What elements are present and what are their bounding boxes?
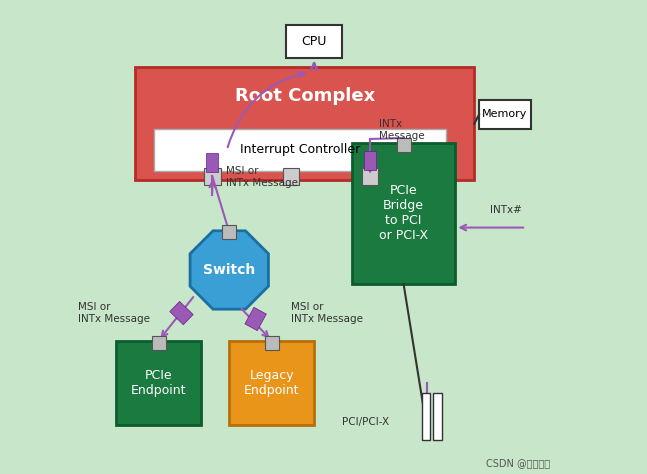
Bar (362, 168, 378, 185)
FancyBboxPatch shape (286, 25, 342, 58)
Bar (265, 336, 279, 350)
Bar (245, 307, 267, 331)
Bar (222, 225, 236, 239)
Bar (397, 138, 411, 152)
Bar (433, 392, 442, 439)
Text: CSDN @蓝天居士: CSDN @蓝天居士 (485, 458, 550, 468)
Bar (204, 168, 221, 185)
Text: MSI or
INTx Message: MSI or INTx Message (291, 302, 362, 324)
Text: CPU: CPU (302, 35, 327, 48)
FancyBboxPatch shape (154, 128, 446, 171)
Text: Interrupt Controller: Interrupt Controller (240, 143, 360, 156)
Bar (206, 153, 218, 172)
Bar (170, 301, 193, 325)
Text: INTx#: INTx# (490, 205, 521, 216)
Text: PCIe
Endpoint: PCIe Endpoint (131, 369, 186, 397)
Polygon shape (190, 231, 269, 309)
Text: Switch: Switch (203, 263, 256, 277)
Text: PCIe
Bridge
to PCI
or PCI-X: PCIe Bridge to PCI or PCI-X (379, 184, 428, 242)
FancyBboxPatch shape (135, 67, 474, 181)
Text: MSI or
INTx Message: MSI or INTx Message (226, 166, 298, 188)
FancyBboxPatch shape (352, 143, 455, 284)
Text: INTx
Message: INTx Message (380, 119, 425, 141)
Text: Legacy
Endpoint: Legacy Endpoint (244, 369, 300, 397)
FancyBboxPatch shape (479, 100, 531, 128)
Bar (151, 336, 166, 350)
Bar (421, 392, 430, 439)
Text: Root Complex: Root Complex (234, 87, 375, 105)
Bar (283, 168, 300, 185)
FancyBboxPatch shape (116, 341, 201, 426)
Bar (364, 151, 376, 170)
FancyBboxPatch shape (229, 341, 314, 426)
Text: PCI/PCI-X: PCI/PCI-X (342, 418, 389, 428)
Text: MSI or
INTx Message: MSI or INTx Message (78, 302, 151, 324)
Text: Memory: Memory (482, 109, 527, 119)
